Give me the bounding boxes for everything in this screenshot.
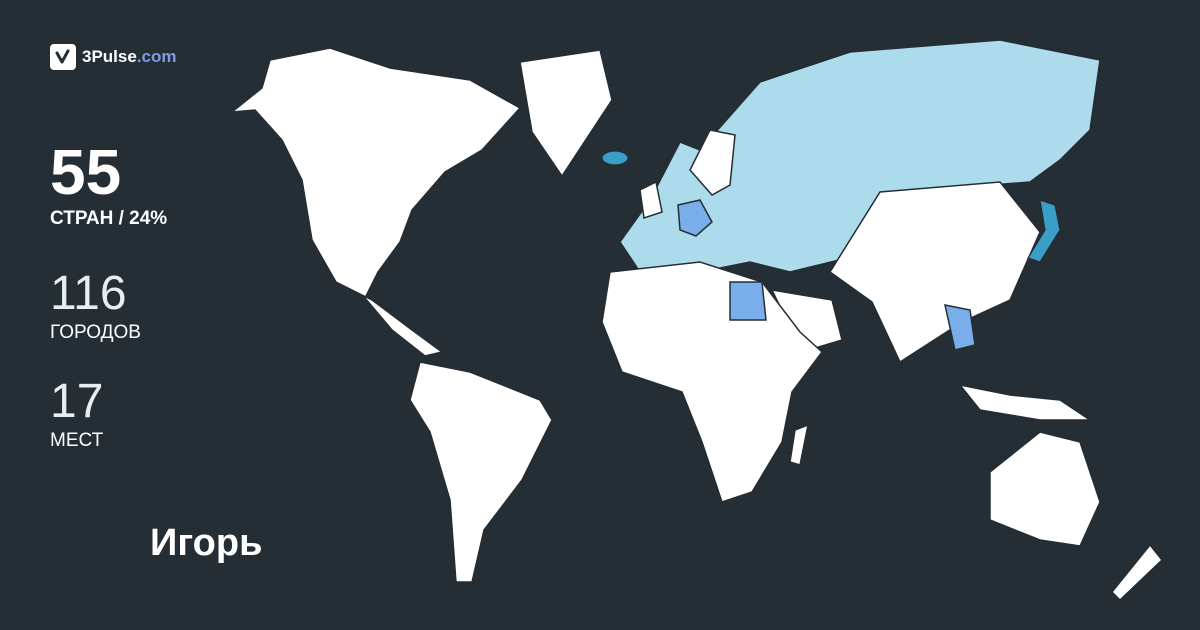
new-zealand[interactable] [1110,543,1164,602]
indonesia[interactable] [958,383,1093,421]
japan-visited[interactable] [1027,199,1061,263]
scandinavia[interactable] [689,129,736,196]
egypt-visited[interactable] [729,281,767,321]
user-name: Игорь [150,522,263,564]
british-isles[interactable] [639,180,663,219]
australia[interactable] [989,431,1101,547]
greenland[interactable] [519,49,613,178]
brand-name-text: 3Pulse [82,47,137,66]
africa[interactable] [601,261,824,503]
countries-stat: 55 СТРАН / 24% [50,140,167,230]
places-label: МЕСТ [50,430,104,451]
brand-domain: .com [136,47,177,66]
central-europe-visited[interactable] [677,199,713,237]
cities-stat: 116 ГОРОДОВ [50,270,141,344]
countries-label: СТРАН / 24% [50,208,168,229]
brand-name: 3Pulse.com [82,47,177,67]
cities-label: ГОРОДОВ [50,322,141,343]
iceland-visited[interactable] [601,150,629,166]
pulse-check-icon [50,44,76,70]
brand-logo[interactable]: 3Pulse.com [50,44,177,70]
places-count: 17 [50,375,104,428]
south-america[interactable] [409,361,553,583]
countries-count: 55 [50,136,122,208]
north-america[interactable] [229,47,522,357]
places-stat: 17 МЕСТ [50,378,103,452]
cities-count: 116 [50,267,127,320]
southeast-asia-visited[interactable] [944,304,976,351]
madagascar[interactable] [789,423,810,466]
